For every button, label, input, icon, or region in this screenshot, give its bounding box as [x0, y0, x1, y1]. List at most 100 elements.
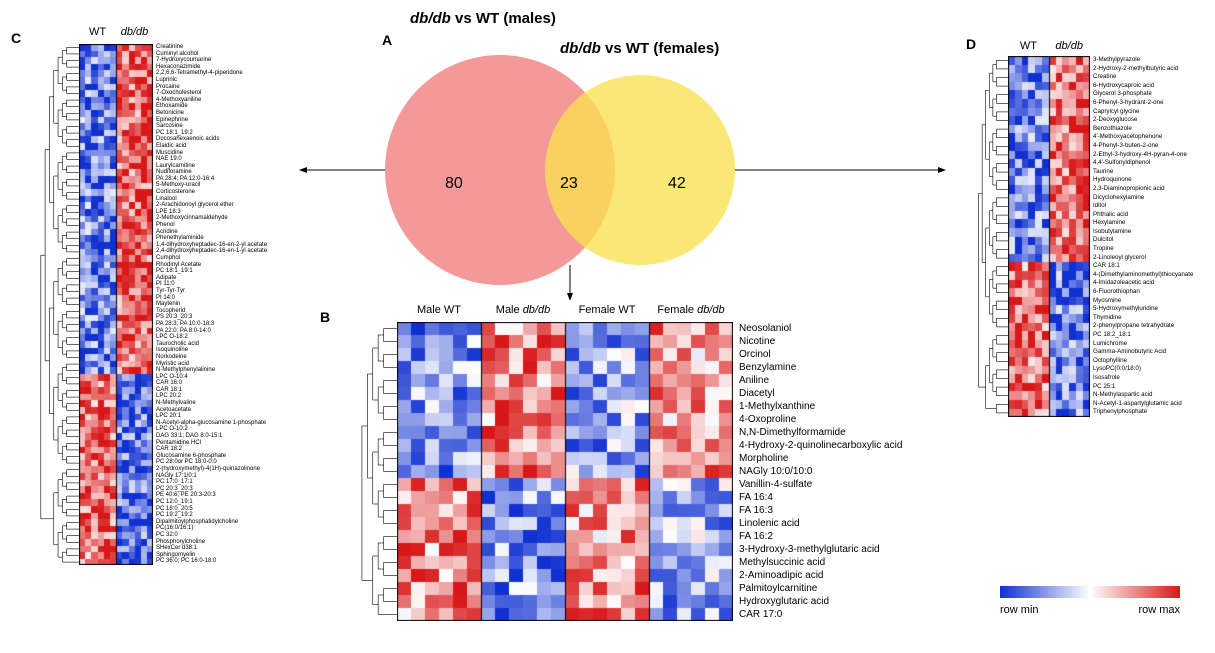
panel-c-row-label: Epinephrine — [156, 117, 267, 124]
panel-b-row-label: Neosolaniol — [739, 322, 902, 335]
panel-c-row-label: Elaidic acid — [156, 143, 267, 150]
legend-min-label: row min — [1000, 604, 1039, 616]
panel-c-row-label: Tocopherid — [156, 308, 267, 315]
panel-d-row-label: Caprylcyl glycine — [1093, 108, 1193, 117]
panel-c-row-label: 7-Hydroxycoumarine — [156, 57, 267, 64]
panel-b-dendrogram — [322, 322, 397, 625]
panel-c-row-label: 2,4-dihydroxyheptadec-16-en-1-yl acetate — [156, 248, 267, 255]
panel-d-row-label: Hydroquinone — [1093, 176, 1193, 185]
panel-b-col-label: Female db/db — [649, 304, 733, 316]
panel-c-row-label: N-Methylvaline — [156, 400, 267, 407]
panel-b-row-label: Aniline — [739, 374, 902, 387]
panel-c-row-label: Ethoxamide — [156, 103, 267, 110]
panel-c-row-label: Nudiforamine — [156, 169, 267, 176]
panel-c-row-label: Betonicine — [156, 110, 267, 117]
panel-b-row-label: Hydroxyglutaric acid — [739, 595, 902, 608]
panel-b-row-label: 4-Oxoproline — [739, 413, 902, 426]
color-legend: row min row max — [1000, 580, 1180, 616]
panel-c-row-label: PA 22:0; PA 8:0-14:0 — [156, 328, 267, 335]
panel-d-row-label: Triphenylphosphate — [1093, 408, 1193, 417]
panel-d-row-label: 2-Ethyl-3-hydroxy-4H-pyran-4-one — [1093, 151, 1193, 160]
panel-c-row-label: Dipalmitoylphosphatidylcholine — [156, 519, 267, 526]
panel-d-col-label: db/db — [1049, 40, 1090, 52]
panel-c-row-label: LPC 20:2 — [156, 393, 267, 400]
panel-c-row-label: 4-Methoxyaniline — [156, 97, 267, 104]
panel-c-row-label: Phosphorylcholine — [156, 539, 267, 546]
panel-d-row-label: 4,4′-Sulfonyldiphenol — [1093, 159, 1193, 168]
panel-d-row-label: 3-Methylpyrazole — [1093, 56, 1193, 65]
panel-d-row-label: 2-Hydroxy-2-methylbutyric acid — [1093, 65, 1193, 74]
panel-c-row-label: PC 12:0_19:1 — [156, 499, 267, 506]
panel-c-row-label: 2,2,6,6-Tetramethyl-4-piperidone — [156, 70, 267, 77]
panel-c-row-label: NAGly 17:1/0:1 — [156, 473, 267, 480]
panel-c-row-label: 7-Oxocholesterol — [156, 90, 267, 97]
legend-max-label: row max — [1138, 604, 1180, 616]
venn-right-count: 42 — [668, 175, 686, 193]
panel-c-row-label: PC 20:3_20:3 — [156, 486, 267, 493]
panel-d-row-label: PC 25:1 — [1093, 383, 1193, 392]
panel-d-dendrogram — [948, 56, 1008, 421]
panel-d-row-label: Isobutylamine — [1093, 228, 1193, 237]
panel-b-row-label: Morpholine — [739, 452, 902, 465]
panel-b-col-label: Male db/db — [481, 304, 565, 316]
panel-b-row-label: Palmitoylcarnitine — [739, 582, 902, 595]
panel-c-row-label: LPC O-10:4 — [156, 374, 267, 381]
panel-c-row-label: Pentamidine HCl — [156, 440, 267, 447]
panel-c-row-label: 2-Methoxycinnamaldehyde — [156, 215, 267, 222]
panel-d-heatmap — [1008, 56, 1090, 417]
panel-c-row-label: Muscidine — [156, 150, 267, 157]
panel-d-row-label: Creatine — [1093, 73, 1193, 82]
panel-c-row-label: Creatinine — [156, 44, 267, 51]
panel-c-row-label: PC 36:0; PC 16:0-18:0 — [156, 558, 267, 565]
panel-d-row-label: Octophylline — [1093, 357, 1193, 366]
panel-b-row-label: FA 16:3 — [739, 504, 902, 517]
panel-c-row-label: CAR 18:1 — [156, 387, 267, 394]
panel-d-row-label: Dulcitol — [1093, 236, 1193, 245]
panel-c-row-label: PC 28:0or PC 18:0-0:0 — [156, 459, 267, 466]
panel-c-row-label: Norkodeine — [156, 354, 267, 361]
panel-c-row-label: N-Acetyl-alpha-glucosamine 1-phosphate — [156, 420, 267, 427]
panel-c-row-label: Glucosamine 6-phosphate — [156, 453, 267, 460]
panel-c-col-labels: WTdb/db — [79, 26, 153, 38]
venn-overlap-count: 23 — [560, 175, 578, 193]
panel-b-row-label: Methylsuccinic acid — [739, 556, 902, 569]
panel-c-row-label: DAG 33:1; DAG 8:0-15:1 — [156, 433, 267, 440]
panel-d-row-label: 4-Phenyl-3-buten-2-one — [1093, 142, 1193, 151]
panel-d-row-label: Dicyclohexylamine — [1093, 194, 1193, 203]
panel-c-dendrogram — [0, 44, 79, 569]
panel-b-row-label: Nicotine — [739, 335, 902, 348]
panel-d-letter: D — [966, 36, 976, 52]
panel-c-row-label: PC 18:0_20:5 — [156, 506, 267, 513]
panel-c-row-label: Adipate — [156, 275, 267, 282]
panel-d-row-label: Isosafrole — [1093, 374, 1193, 383]
panel-d-row-label: Taurine — [1093, 168, 1193, 177]
panel-d-row-label: Phthalic acid — [1093, 211, 1193, 220]
panel-d-row-label: 4-Imidazoleacetic acid — [1093, 279, 1193, 288]
panel-d-row-label: Myosmine — [1093, 297, 1193, 306]
panel-c-row-label: PC 17:0_17:1 — [156, 479, 267, 486]
panel-c-row-label: LPE 18:3 — [156, 209, 267, 216]
panel-c-row-label: CAR 16:0 — [156, 380, 267, 387]
panel-b-row-label: FA 16:2 — [739, 530, 902, 543]
panel-d-row-label: Iditol — [1093, 202, 1193, 211]
panel-b-row-label: Benzylamine — [739, 361, 902, 374]
panel-c-heatmap — [79, 44, 153, 565]
venn-left-count: 80 — [445, 175, 463, 193]
panel-c-row-label: 2-Arachidonoyl glycerol ether — [156, 202, 267, 209]
panel-b-row-label: CAR 17:0 — [739, 608, 902, 621]
panel-b-col-label: Male WT — [397, 304, 481, 316]
panel-d-row-label: 2-Deoxyglucose — [1093, 116, 1193, 125]
panel-b-row-labels: NeosolaniolNicotineOrcinolBenzylamineAni… — [739, 322, 902, 621]
panel-c-row-label: Cumphol — [156, 255, 267, 262]
panel-c-row-label: Corticosterone — [156, 189, 267, 196]
panel-c-row-label: Phenol — [156, 222, 267, 229]
panel-d-row-label: N-Acetyl-1-aspartylglutamic acid — [1093, 400, 1193, 409]
panel-c-row-label: Rhodinyl Acetate — [156, 262, 267, 269]
panel-b-heatmap — [397, 322, 733, 621]
panel-c-row-label: Phenethylaminide — [156, 235, 267, 242]
panel-d-row-label: Glycerol 3-phosphate — [1093, 90, 1193, 99]
legend-bar — [1000, 580, 1180, 604]
panel-c-row-label: PE 40:6; PE 20:3-20:3 — [156, 492, 267, 499]
panel-c-row-label: NAE 19:0 — [156, 156, 267, 163]
panel-c-row-label: 2-(hydroxymethyl)-4(1H)-quinazolinone — [156, 466, 267, 473]
